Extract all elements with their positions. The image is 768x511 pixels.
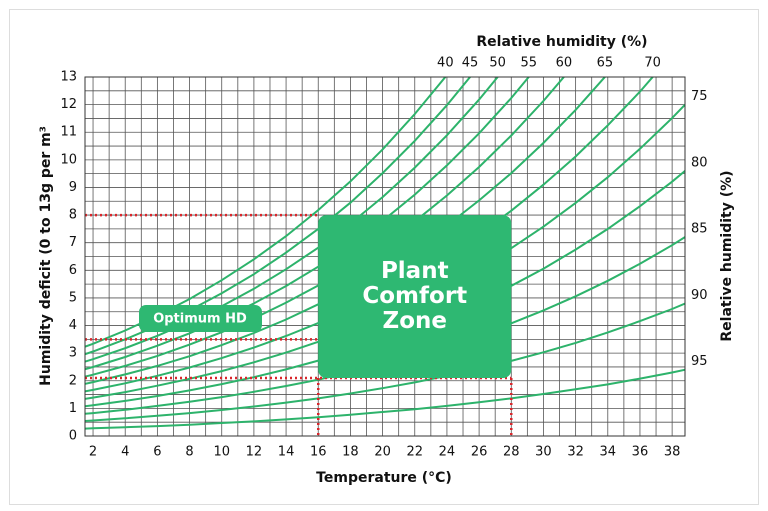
rh-label: 90	[691, 288, 708, 303]
x-tick-label: 16	[310, 445, 327, 460]
x-tick-label: 26	[471, 445, 488, 460]
y-tick-label: 4	[69, 318, 77, 333]
y-axis-title: Humidity deficit (0 to 13g per m³	[38, 126, 54, 386]
rh-label: 70	[644, 56, 661, 71]
rh-label: 50	[489, 56, 506, 71]
y-tick-label: 3	[69, 346, 77, 361]
y-tick-label: 6	[69, 263, 77, 278]
optimum-hd-tag	[139, 305, 262, 332]
rh-curve	[85, 302, 685, 423]
x-tick-label: 18	[342, 445, 359, 460]
rh-top-title: Relative humidity (%)	[476, 34, 647, 50]
zone-label: Plant	[381, 258, 449, 284]
plot-frame	[84, 76, 686, 437]
rh-label: 55	[520, 56, 537, 71]
y-tick-label: 1	[69, 401, 77, 416]
y-tick-label: 9	[69, 180, 77, 195]
x-tick-label: 12	[246, 445, 263, 460]
x-tick-label: 24	[439, 445, 456, 460]
x-tick-label: 8	[185, 445, 193, 460]
optimum-hd-label: Optimum HD	[153, 312, 247, 327]
y-tick-label: 0	[69, 429, 77, 444]
x-tick-label: 10	[213, 445, 230, 460]
rh-label: 85	[691, 222, 708, 237]
y-tick-label: 8	[69, 208, 77, 223]
x-tick-label: 28	[503, 445, 520, 460]
x-tick-label: 20	[374, 445, 391, 460]
y-tick-label: 5	[69, 290, 77, 305]
y-tick-label: 11	[60, 125, 77, 140]
rh-label: 80	[691, 155, 708, 170]
zone-label: Comfort	[362, 283, 467, 309]
rh-label: 75	[691, 89, 708, 104]
y-tick-label: 10	[60, 152, 77, 167]
zone-label: Zone	[383, 308, 447, 334]
y-tick-label: 7	[69, 235, 77, 250]
comfort-zone	[318, 215, 512, 379]
x-tick-label: 32	[567, 445, 584, 460]
x-tick-label: 38	[664, 445, 681, 460]
y-tick-label: 2	[69, 373, 77, 388]
rh-label: 65	[597, 56, 614, 71]
x-tick-label: 6	[153, 445, 161, 460]
x-axis-title: Temperature (°C)	[316, 470, 452, 486]
x-tick-label: 14	[278, 445, 295, 460]
x-tick-label: 2	[89, 445, 97, 460]
rh-label: 60	[556, 56, 573, 71]
y-tick-label: 12	[60, 97, 77, 112]
rh-label: 40	[437, 56, 454, 71]
rh-label: 95	[691, 354, 708, 369]
y-tick-label: 13	[60, 70, 77, 85]
rh-right-title: Relative humidity (%)	[719, 170, 735, 341]
x-tick-label: 30	[535, 445, 552, 460]
rh-curve	[85, 368, 685, 430]
x-tick-label: 36	[632, 445, 649, 460]
rh-label: 45	[462, 56, 479, 71]
x-tick-label: 34	[600, 445, 617, 460]
x-tick-label: 22	[406, 445, 423, 460]
x-tick-label: 4	[121, 445, 129, 460]
